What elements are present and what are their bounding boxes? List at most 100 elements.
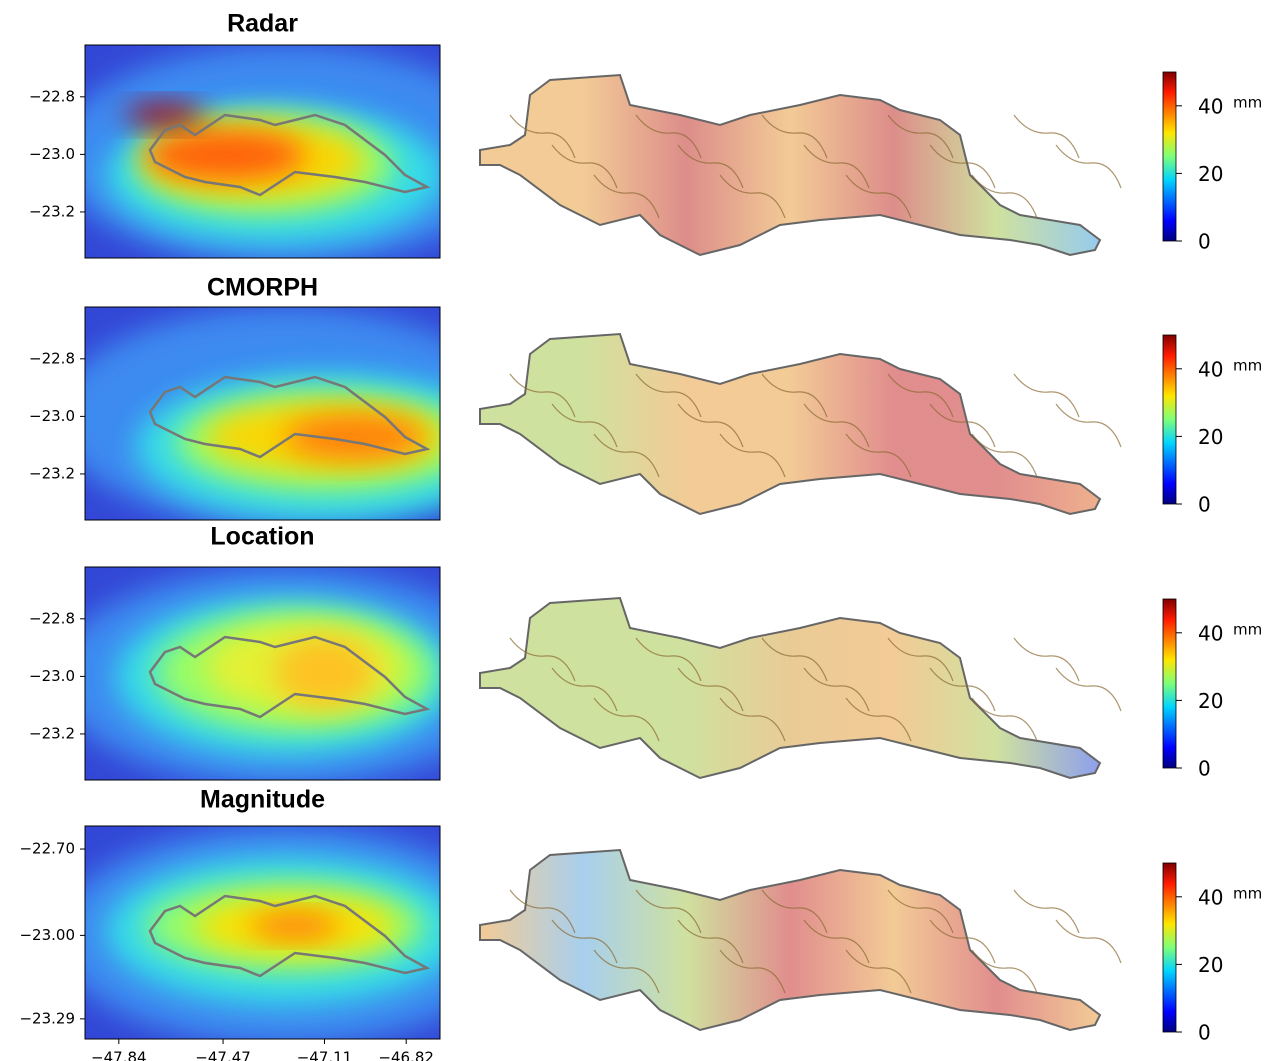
catchment-outline xyxy=(148,375,431,459)
colorbar-tick-label: 40 xyxy=(1198,94,1223,118)
heat-blob xyxy=(275,637,375,707)
river xyxy=(803,403,870,448)
colorbar-unit: mm xyxy=(1233,620,1262,638)
y-tick-label: −22.70 xyxy=(19,840,75,858)
panel-title: Radar xyxy=(227,10,298,38)
colorbar xyxy=(1162,862,1177,1033)
heatmap-frame xyxy=(84,825,441,1040)
river xyxy=(593,949,660,994)
river xyxy=(1055,667,1122,712)
colorbar-tick-label: 0 xyxy=(1198,230,1211,254)
river xyxy=(551,144,618,189)
river xyxy=(929,403,996,448)
river xyxy=(761,114,828,159)
river xyxy=(719,949,786,994)
heatmap xyxy=(85,45,440,258)
river xyxy=(593,697,660,742)
river xyxy=(1055,919,1122,964)
river xyxy=(761,373,828,418)
river xyxy=(803,144,870,189)
river xyxy=(1055,403,1122,448)
colorbar-tick-label: 20 xyxy=(1198,425,1223,449)
river xyxy=(593,174,660,219)
heatmap-frame xyxy=(84,44,441,259)
colorbar-tick-label: 20 xyxy=(1198,689,1223,713)
colorbar xyxy=(1162,598,1177,769)
river xyxy=(1055,144,1122,189)
river xyxy=(719,174,786,219)
y-tick-label: −23.0 xyxy=(29,407,75,425)
colorbar-unit: mm xyxy=(1233,356,1262,374)
river xyxy=(509,114,576,159)
river xyxy=(551,403,618,448)
river xyxy=(845,697,912,742)
basin xyxy=(479,332,1102,516)
colorbar xyxy=(1162,334,1177,505)
river xyxy=(509,637,576,682)
heat-blob xyxy=(125,103,205,127)
y-tick-label: −23.00 xyxy=(19,926,75,944)
river xyxy=(887,373,954,418)
colorbar-tick-label: 0 xyxy=(1198,1021,1211,1045)
heatmap-frame xyxy=(84,566,441,781)
river xyxy=(1013,637,1080,682)
heat-blob xyxy=(250,914,340,938)
river xyxy=(887,889,954,934)
river xyxy=(971,174,1038,219)
river xyxy=(1013,114,1080,159)
x-tick-label: −47.84 xyxy=(91,1049,147,1061)
river xyxy=(845,174,912,219)
colorbar-tick-label: 0 xyxy=(1198,493,1211,517)
colorbar-tick-label: 40 xyxy=(1198,621,1223,645)
river xyxy=(761,637,828,682)
river xyxy=(551,667,618,712)
y-tick-label: −22.8 xyxy=(29,609,75,627)
heat-blob xyxy=(285,415,425,459)
colorbar-tick-label: 20 xyxy=(1198,162,1223,186)
river xyxy=(719,433,786,478)
colorbar-tick-label: 40 xyxy=(1198,357,1223,381)
river xyxy=(551,919,618,964)
river xyxy=(509,373,576,418)
colorbar xyxy=(1162,71,1177,242)
colorbar-tick-label: 40 xyxy=(1198,885,1223,909)
river xyxy=(761,889,828,934)
river xyxy=(929,144,996,189)
y-tick-label: −23.2 xyxy=(29,724,75,742)
x-tick-label: −47.11 xyxy=(297,1049,353,1061)
river xyxy=(677,667,744,712)
river xyxy=(971,433,1038,478)
river xyxy=(635,373,702,418)
y-tick-label: −23.29 xyxy=(19,1009,75,1027)
river xyxy=(635,889,702,934)
river xyxy=(929,667,996,712)
river xyxy=(803,667,870,712)
river xyxy=(635,114,702,159)
basin xyxy=(479,848,1102,1032)
y-tick-label: −23.0 xyxy=(29,145,75,163)
basin xyxy=(479,596,1102,780)
x-tick-label: −47.47 xyxy=(195,1049,251,1061)
y-tick-label: −22.8 xyxy=(29,87,75,105)
river xyxy=(1013,373,1080,418)
river xyxy=(803,919,870,964)
colorbar-tick-label: 20 xyxy=(1198,953,1223,977)
catchment-outline xyxy=(148,635,431,719)
river xyxy=(887,637,954,682)
river xyxy=(593,433,660,478)
panel-title: CMORPH xyxy=(207,274,318,302)
river xyxy=(677,144,744,189)
x-tick-label: −46.82 xyxy=(378,1049,434,1061)
river xyxy=(929,919,996,964)
panel-title: Location xyxy=(210,523,314,551)
river xyxy=(845,949,912,994)
y-tick-label: −23.2 xyxy=(29,464,75,482)
colorbar-unit: mm xyxy=(1233,884,1262,902)
river xyxy=(971,949,1038,994)
basin xyxy=(479,73,1102,257)
river xyxy=(677,919,744,964)
colorbar-unit: mm xyxy=(1233,93,1262,111)
heatmap xyxy=(85,307,440,520)
